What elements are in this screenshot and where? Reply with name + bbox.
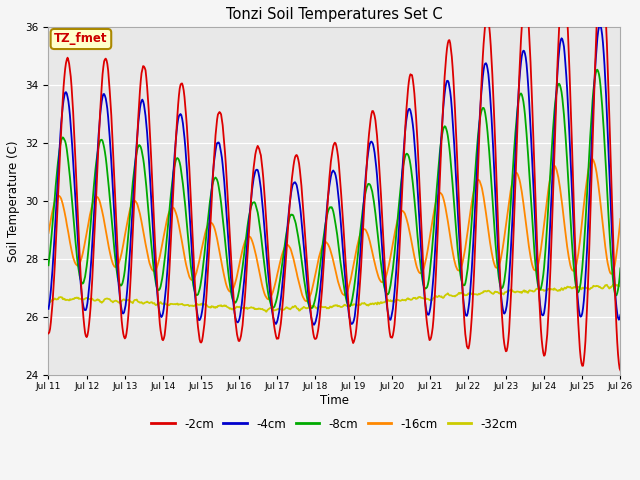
Y-axis label: Soil Temperature (C): Soil Temperature (C) [7, 141, 20, 262]
X-axis label: Time: Time [320, 394, 349, 407]
Text: TZ_fmet: TZ_fmet [54, 33, 108, 46]
Legend: -2cm, -4cm, -8cm, -16cm, -32cm: -2cm, -4cm, -8cm, -16cm, -32cm [147, 413, 522, 435]
Title: Tonzi Soil Temperatures Set C: Tonzi Soil Temperatures Set C [226, 7, 443, 22]
